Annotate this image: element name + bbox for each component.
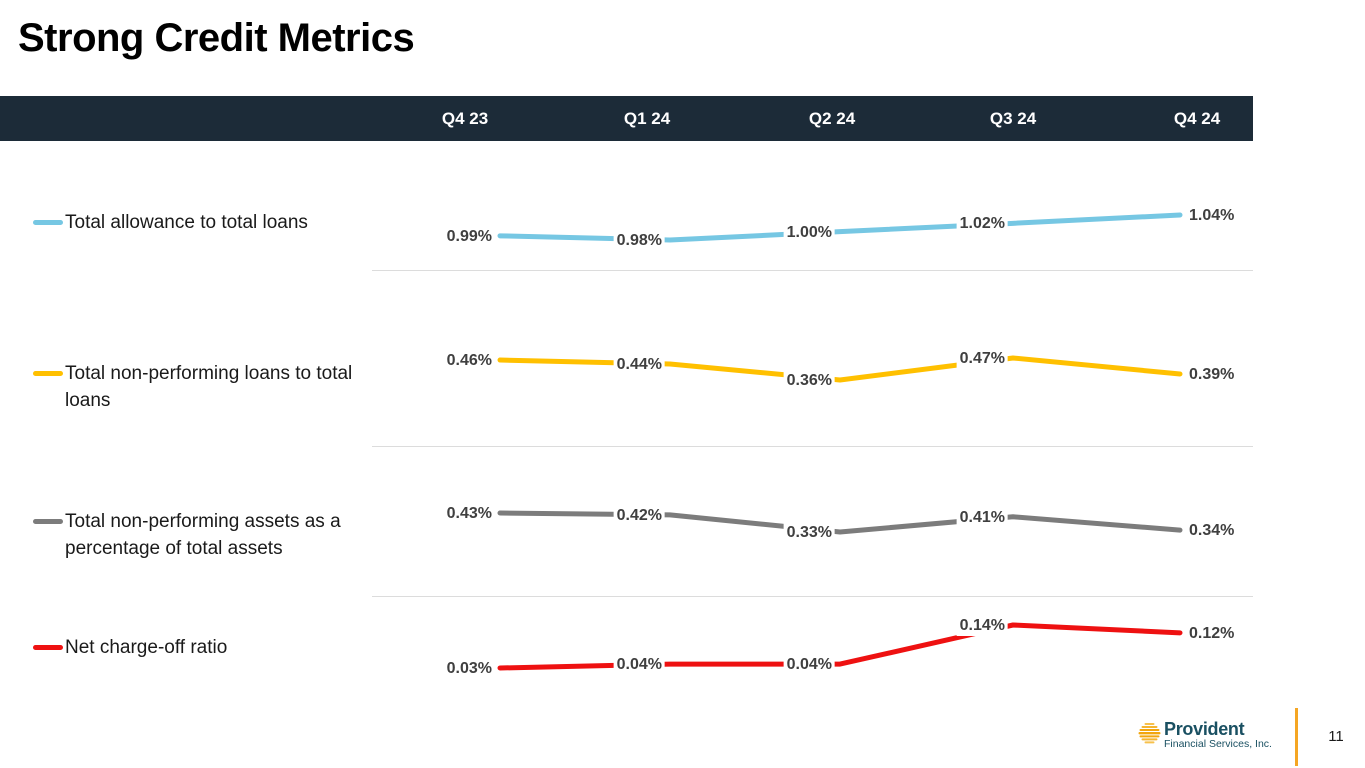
data-label: 0.04% bbox=[783, 654, 835, 676]
data-label: 0.43% bbox=[443, 503, 495, 524]
row-divider bbox=[372, 596, 1253, 597]
series-line-0 bbox=[497, 212, 1183, 243]
data-label: 0.41% bbox=[956, 506, 1008, 528]
data-label: 0.99% bbox=[443, 225, 495, 247]
row-divider bbox=[372, 446, 1253, 447]
legend-label: Net charge-off ratio bbox=[65, 637, 228, 658]
data-label: 0.36% bbox=[783, 370, 835, 391]
series-line-2 bbox=[497, 510, 1183, 535]
legend-swatch-icon bbox=[33, 519, 63, 524]
row-divider bbox=[372, 270, 1253, 271]
quarter-header-q4-23: Q4 23 bbox=[441, 109, 489, 128]
data-label: 0.14% bbox=[956, 615, 1008, 636]
company-logo: Provident Financial Services, Inc. bbox=[1138, 720, 1272, 750]
legend-item-2: Total non-performing assets as a percent… bbox=[33, 508, 377, 562]
page-title: Strong Credit Metrics bbox=[18, 16, 415, 60]
series-line-1 bbox=[497, 355, 1183, 383]
data-label: 0.04% bbox=[613, 654, 665, 676]
logo-name: Provident bbox=[1164, 719, 1245, 739]
quarter-header-q2-24: Q2 24 bbox=[808, 109, 856, 128]
data-label: 1.00% bbox=[783, 221, 835, 243]
footer: Provident Financial Services, Inc. 11 bbox=[1138, 708, 1365, 768]
quarter-header-q4-24: Q4 24 bbox=[1173, 109, 1221, 128]
data-label: 0.46% bbox=[443, 350, 495, 371]
legend-label: Total allowance to total loans bbox=[65, 212, 308, 233]
legend-label: Total non-performing loans to total loan… bbox=[65, 363, 353, 411]
series-line-3 bbox=[497, 622, 1183, 671]
quarter-header-bar: Q4 23 Q1 24 Q2 24 Q3 24 Q4 24 bbox=[0, 96, 1253, 141]
legend-item-1: Total non-performing loans to total loan… bbox=[33, 360, 377, 414]
data-label: 0.33% bbox=[783, 522, 835, 543]
data-label: 0.39% bbox=[1186, 364, 1238, 385]
data-label: 1.02% bbox=[956, 213, 1008, 235]
legend-label: Total non-performing assets as a percent… bbox=[65, 511, 341, 559]
provident-sphere-icon bbox=[1138, 723, 1161, 744]
legend-swatch-icon bbox=[33, 371, 63, 376]
data-label: 0.03% bbox=[443, 658, 495, 679]
quarter-header-q3-24: Q3 24 bbox=[989, 109, 1037, 128]
data-label: 1.04% bbox=[1186, 205, 1238, 226]
data-label: 0.34% bbox=[1186, 520, 1238, 542]
logo-subtitle: Financial Services, Inc. bbox=[1164, 738, 1272, 750]
data-label: 0.44% bbox=[613, 354, 665, 375]
data-label: 0.47% bbox=[956, 348, 1008, 369]
data-label: 0.98% bbox=[613, 230, 665, 251]
page-number: 11 bbox=[1328, 728, 1344, 745]
data-label: 0.42% bbox=[613, 504, 665, 526]
quarter-header-q1-24: Q1 24 bbox=[623, 109, 671, 128]
legend-item-3: Net charge-off ratio bbox=[33, 634, 377, 661]
legend-item-0: Total allowance to total loans bbox=[33, 209, 377, 236]
footer-accent-bar bbox=[1295, 708, 1298, 766]
legend-swatch-icon bbox=[33, 645, 63, 650]
data-label: 0.12% bbox=[1186, 622, 1238, 644]
legend-swatch-icon bbox=[33, 220, 63, 225]
